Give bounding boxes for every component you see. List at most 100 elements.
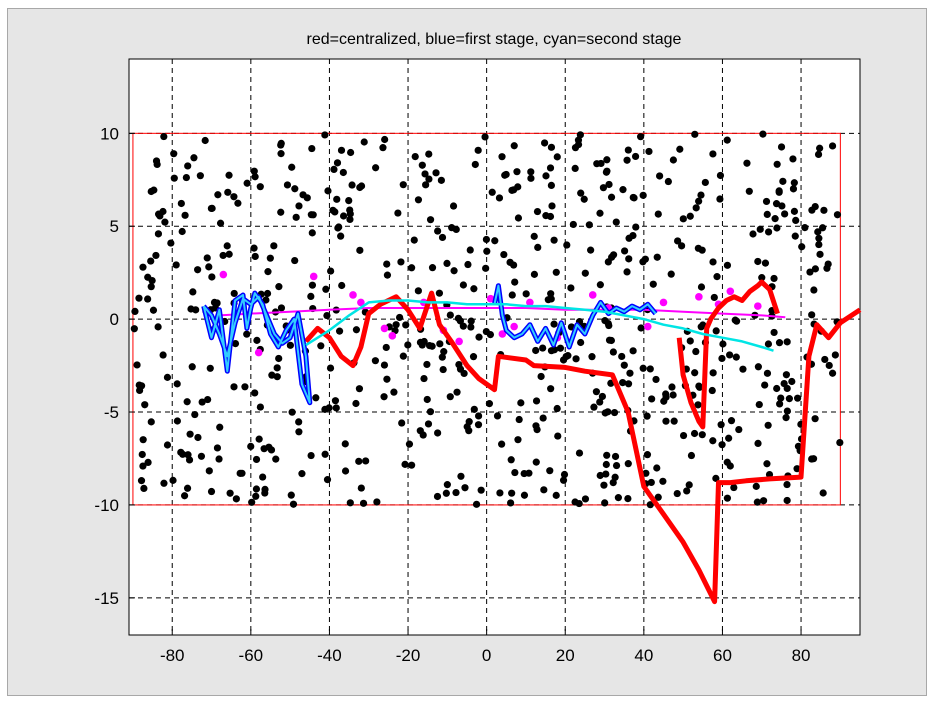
data-point [547, 347, 556, 355]
data-point [735, 425, 743, 434]
data-point [424, 420, 433, 428]
data-point [250, 244, 258, 252]
data-point [442, 489, 450, 497]
data-point [464, 260, 472, 269]
data-point [539, 344, 547, 352]
data-point [437, 176, 445, 184]
data-point [137, 477, 146, 485]
data-point [723, 458, 731, 466]
data-point [496, 489, 504, 497]
data-point [547, 295, 555, 303]
data-point [726, 351, 734, 359]
magenta-point [526, 298, 534, 307]
data-point [337, 232, 345, 240]
data-point [763, 460, 771, 468]
data-point [173, 417, 181, 425]
data-point [474, 146, 482, 154]
data-point [252, 485, 261, 493]
data-point [339, 168, 347, 177]
data-point [646, 365, 654, 373]
data-point [517, 399, 525, 407]
data-point [169, 476, 177, 484]
data-point [603, 167, 611, 175]
data-point [287, 491, 295, 499]
data-point [324, 187, 332, 195]
data-point [532, 346, 540, 355]
data-point [821, 355, 829, 364]
data-point [664, 177, 672, 186]
magenta-point [695, 293, 703, 301]
data-point [432, 169, 440, 177]
data-point [308, 281, 317, 289]
magenta-path-line [219, 307, 786, 319]
data-point [550, 236, 558, 244]
data-point [739, 365, 747, 373]
data-point [408, 264, 416, 272]
data-point [250, 167, 258, 175]
data-point [152, 157, 161, 165]
data-point [603, 451, 611, 459]
data-point [691, 130, 699, 138]
data-point [789, 155, 797, 163]
data-point [725, 434, 733, 442]
data-point [331, 208, 339, 216]
data-point [530, 270, 539, 278]
data-point [275, 283, 283, 291]
data-point [683, 487, 691, 495]
data-point [443, 481, 451, 489]
data-point [201, 136, 209, 145]
data-point [459, 281, 467, 289]
data-point [356, 246, 364, 254]
data-point [433, 492, 442, 501]
data-point [380, 393, 388, 401]
data-point [414, 196, 423, 204]
data-point [532, 458, 540, 466]
data-point [790, 179, 798, 187]
data-point [712, 327, 720, 335]
data-point [273, 364, 281, 372]
data-point [773, 224, 781, 232]
data-point [426, 216, 435, 224]
data-point [514, 214, 523, 222]
data-point [631, 152, 640, 161]
data-point [677, 242, 686, 250]
data-point [435, 289, 444, 297]
data-point [759, 497, 768, 505]
data-point [317, 342, 325, 350]
data-point [653, 464, 661, 472]
data-point [698, 431, 706, 439]
data-point [709, 258, 717, 266]
data-point [213, 299, 221, 307]
data-point [405, 440, 414, 448]
data-point [160, 479, 168, 487]
data-point [360, 138, 368, 146]
data-point [778, 202, 786, 210]
data-point [815, 240, 823, 249]
data-point [608, 253, 616, 261]
data-point [372, 164, 380, 172]
data-point [277, 150, 285, 158]
data-point [656, 172, 664, 180]
data-point [402, 321, 410, 329]
data-point [225, 250, 233, 258]
data-point [676, 145, 684, 153]
magenta-point [254, 348, 263, 357]
data-point [330, 165, 338, 174]
data-point [808, 311, 816, 319]
data-point [708, 386, 716, 395]
data-point [182, 173, 190, 182]
magenta-point [357, 298, 365, 307]
data-point [139, 263, 147, 271]
data-point [383, 271, 392, 279]
data-point [709, 150, 717, 158]
data-point [450, 267, 458, 275]
data-point [251, 173, 259, 181]
data-point [605, 180, 613, 189]
data-point [643, 412, 651, 420]
x-tick-label: -60 [239, 646, 264, 665]
data-point [461, 484, 469, 492]
data-point [346, 499, 354, 507]
data-point [764, 228, 773, 236]
data-point [662, 393, 670, 401]
data-point [474, 421, 483, 429]
